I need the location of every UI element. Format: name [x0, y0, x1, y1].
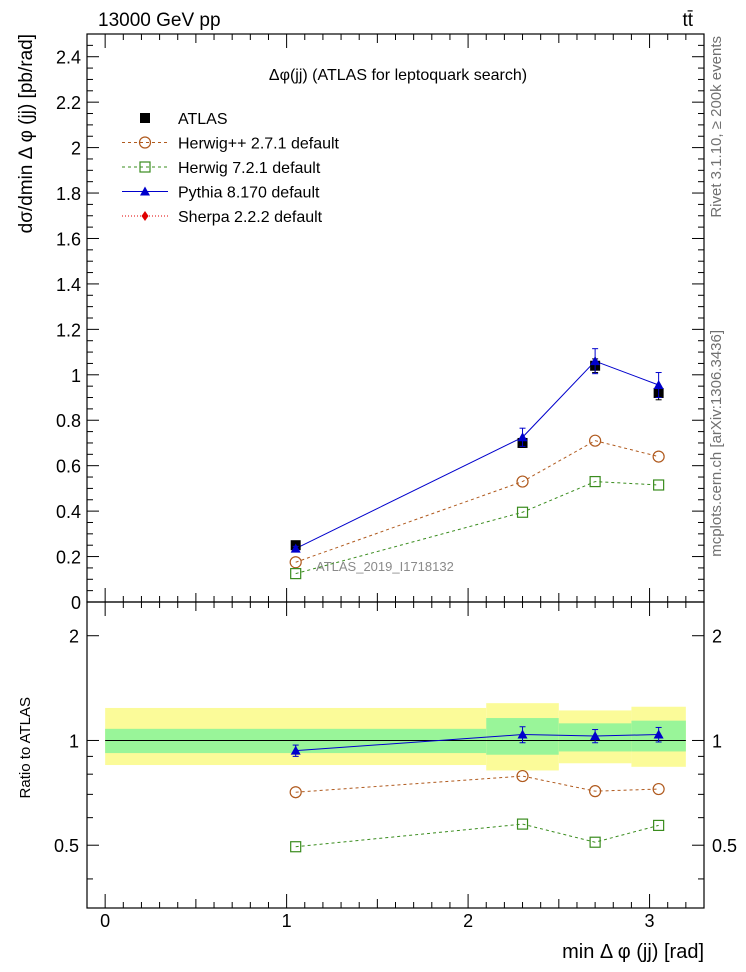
ratio-point-pythia — [653, 729, 664, 739]
ratio-point-pythia — [517, 729, 528, 739]
ratio-point-herwigpp — [289, 786, 302, 799]
ratio-tick-label: 1 — [712, 731, 722, 751]
legend-marker-sherpa — [141, 211, 149, 221]
ratio-ylabel: Ratio to ATLAS — [17, 697, 34, 798]
xlabel: min Δ φ (jj) [rad] — [562, 941, 704, 963]
y-tick-label: 2.2 — [56, 93, 81, 113]
data-point-pythia — [517, 432, 528, 442]
y-tick-label: 1.8 — [56, 184, 81, 204]
analysis-watermark: ATLAS_2019_I1718132 — [316, 559, 454, 574]
data-point-herwig7 — [589, 475, 601, 488]
y-tick-label: 2 — [71, 139, 81, 159]
y-tick-label: 1.2 — [56, 320, 81, 340]
legend-label-atlas: ATLAS — [178, 111, 228, 128]
collision-label: 13000 GeV pp — [98, 10, 221, 31]
ratio-point-pythia — [290, 745, 301, 755]
ratio-point-herwigpp — [652, 782, 665, 796]
ratio-point-herwigpp — [589, 785, 602, 798]
ratio-point-herwig7 — [516, 818, 529, 830]
y-tick-label: 2.4 — [56, 48, 81, 68]
legend: ATLAS Herwig++ 2.7.1 default Herwig 7.2.1 … — [122, 111, 340, 226]
ratio-line-herwigpp — [295, 775, 659, 793]
mcplots-label: mcplots.cern.ch [arXiv:1306.3436] — [708, 330, 725, 557]
ratio-point-pythia — [590, 730, 601, 740]
ratio-line-pythia — [295, 734, 659, 752]
legend-label-herwigpp: Herwig++ 2.7.1 default — [178, 136, 340, 153]
y-tick-label: 1 — [71, 366, 81, 386]
y-tick-label: 0.4 — [56, 502, 81, 522]
ratio-point-herwig7 — [589, 836, 601, 848]
data-point-pythia — [653, 380, 664, 390]
main-ylabel: dσ/dmin Δ φ (jj) [pb/rad] — [16, 34, 37, 233]
series-line-pythia — [295, 360, 659, 550]
ratio-tick-label: 2 — [712, 627, 722, 647]
data-point-herwigpp — [289, 556, 302, 569]
series-line-herwigpp — [295, 440, 659, 563]
legend-marker-herwigpp — [138, 136, 152, 149]
data-point-pythia — [590, 356, 601, 366]
y-tick-label: 1.6 — [56, 229, 81, 249]
legend-marker-pythia — [140, 186, 150, 196]
legend-label-pythia: Pythia 8.170 default — [178, 185, 320, 202]
process-label: tt̄ — [682, 10, 693, 31]
ratio-point-herwig7 — [290, 841, 302, 853]
data-point-herwig7 — [516, 506, 529, 518]
chart-title: Δφ(jj) (ATLAS for leptoquark search) — [269, 67, 527, 84]
ratio-tick-label: 2 — [69, 627, 79, 647]
series-lines — [295, 360, 659, 848]
ratio-tick-label: 0.5 — [54, 836, 79, 856]
data-point-herwigpp — [652, 450, 665, 463]
ratio-point-herwigpp — [516, 769, 529, 783]
y-tick-label: 0.2 — [56, 548, 81, 568]
y-tick-label: 1.4 — [56, 275, 81, 295]
ratio-bands — [105, 703, 686, 771]
y-tick-label: 0.6 — [56, 457, 81, 477]
axis-ticks: 0 0.2 0.4 0.6 0.8 1 1.2 1.4 1.6 1.8 2 2.2 2.4 0 1 2 3 0.5… — [54, 33, 737, 931]
ratio-tick-label: 1 — [69, 731, 79, 751]
legend-label-herwig7: Herwig 7.2.1 default — [178, 160, 321, 177]
ratio-point-herwig7 — [653, 819, 665, 832]
data-point-pythia — [290, 543, 301, 553]
ratio-line-herwig7 — [295, 823, 659, 848]
data-point-herwigpp — [589, 434, 602, 447]
legend-label-sherpa: Sherpa 2.2.2 default — [178, 209, 323, 226]
x-tick-label: 3 — [645, 911, 655, 931]
series-points — [289, 348, 665, 853]
data-point-herwig7 — [290, 567, 302, 580]
x-tick-label: 0 — [100, 911, 110, 931]
y-tick-label: 0.8 — [56, 411, 81, 431]
legend-marker-atlas — [140, 113, 150, 123]
x-tick-label: 1 — [282, 911, 292, 931]
x-tick-label: 2 — [463, 911, 473, 931]
legend-marker-herwig7 — [139, 161, 151, 173]
y-tick-label: 0 — [71, 593, 81, 613]
ratio-tick-label: 0.5 — [712, 836, 737, 856]
data-point-herwig7 — [653, 479, 665, 491]
rivet-label: Rivet 3.1.10, ≥ 200k events — [708, 36, 725, 218]
data-point-herwigpp — [516, 475, 529, 488]
